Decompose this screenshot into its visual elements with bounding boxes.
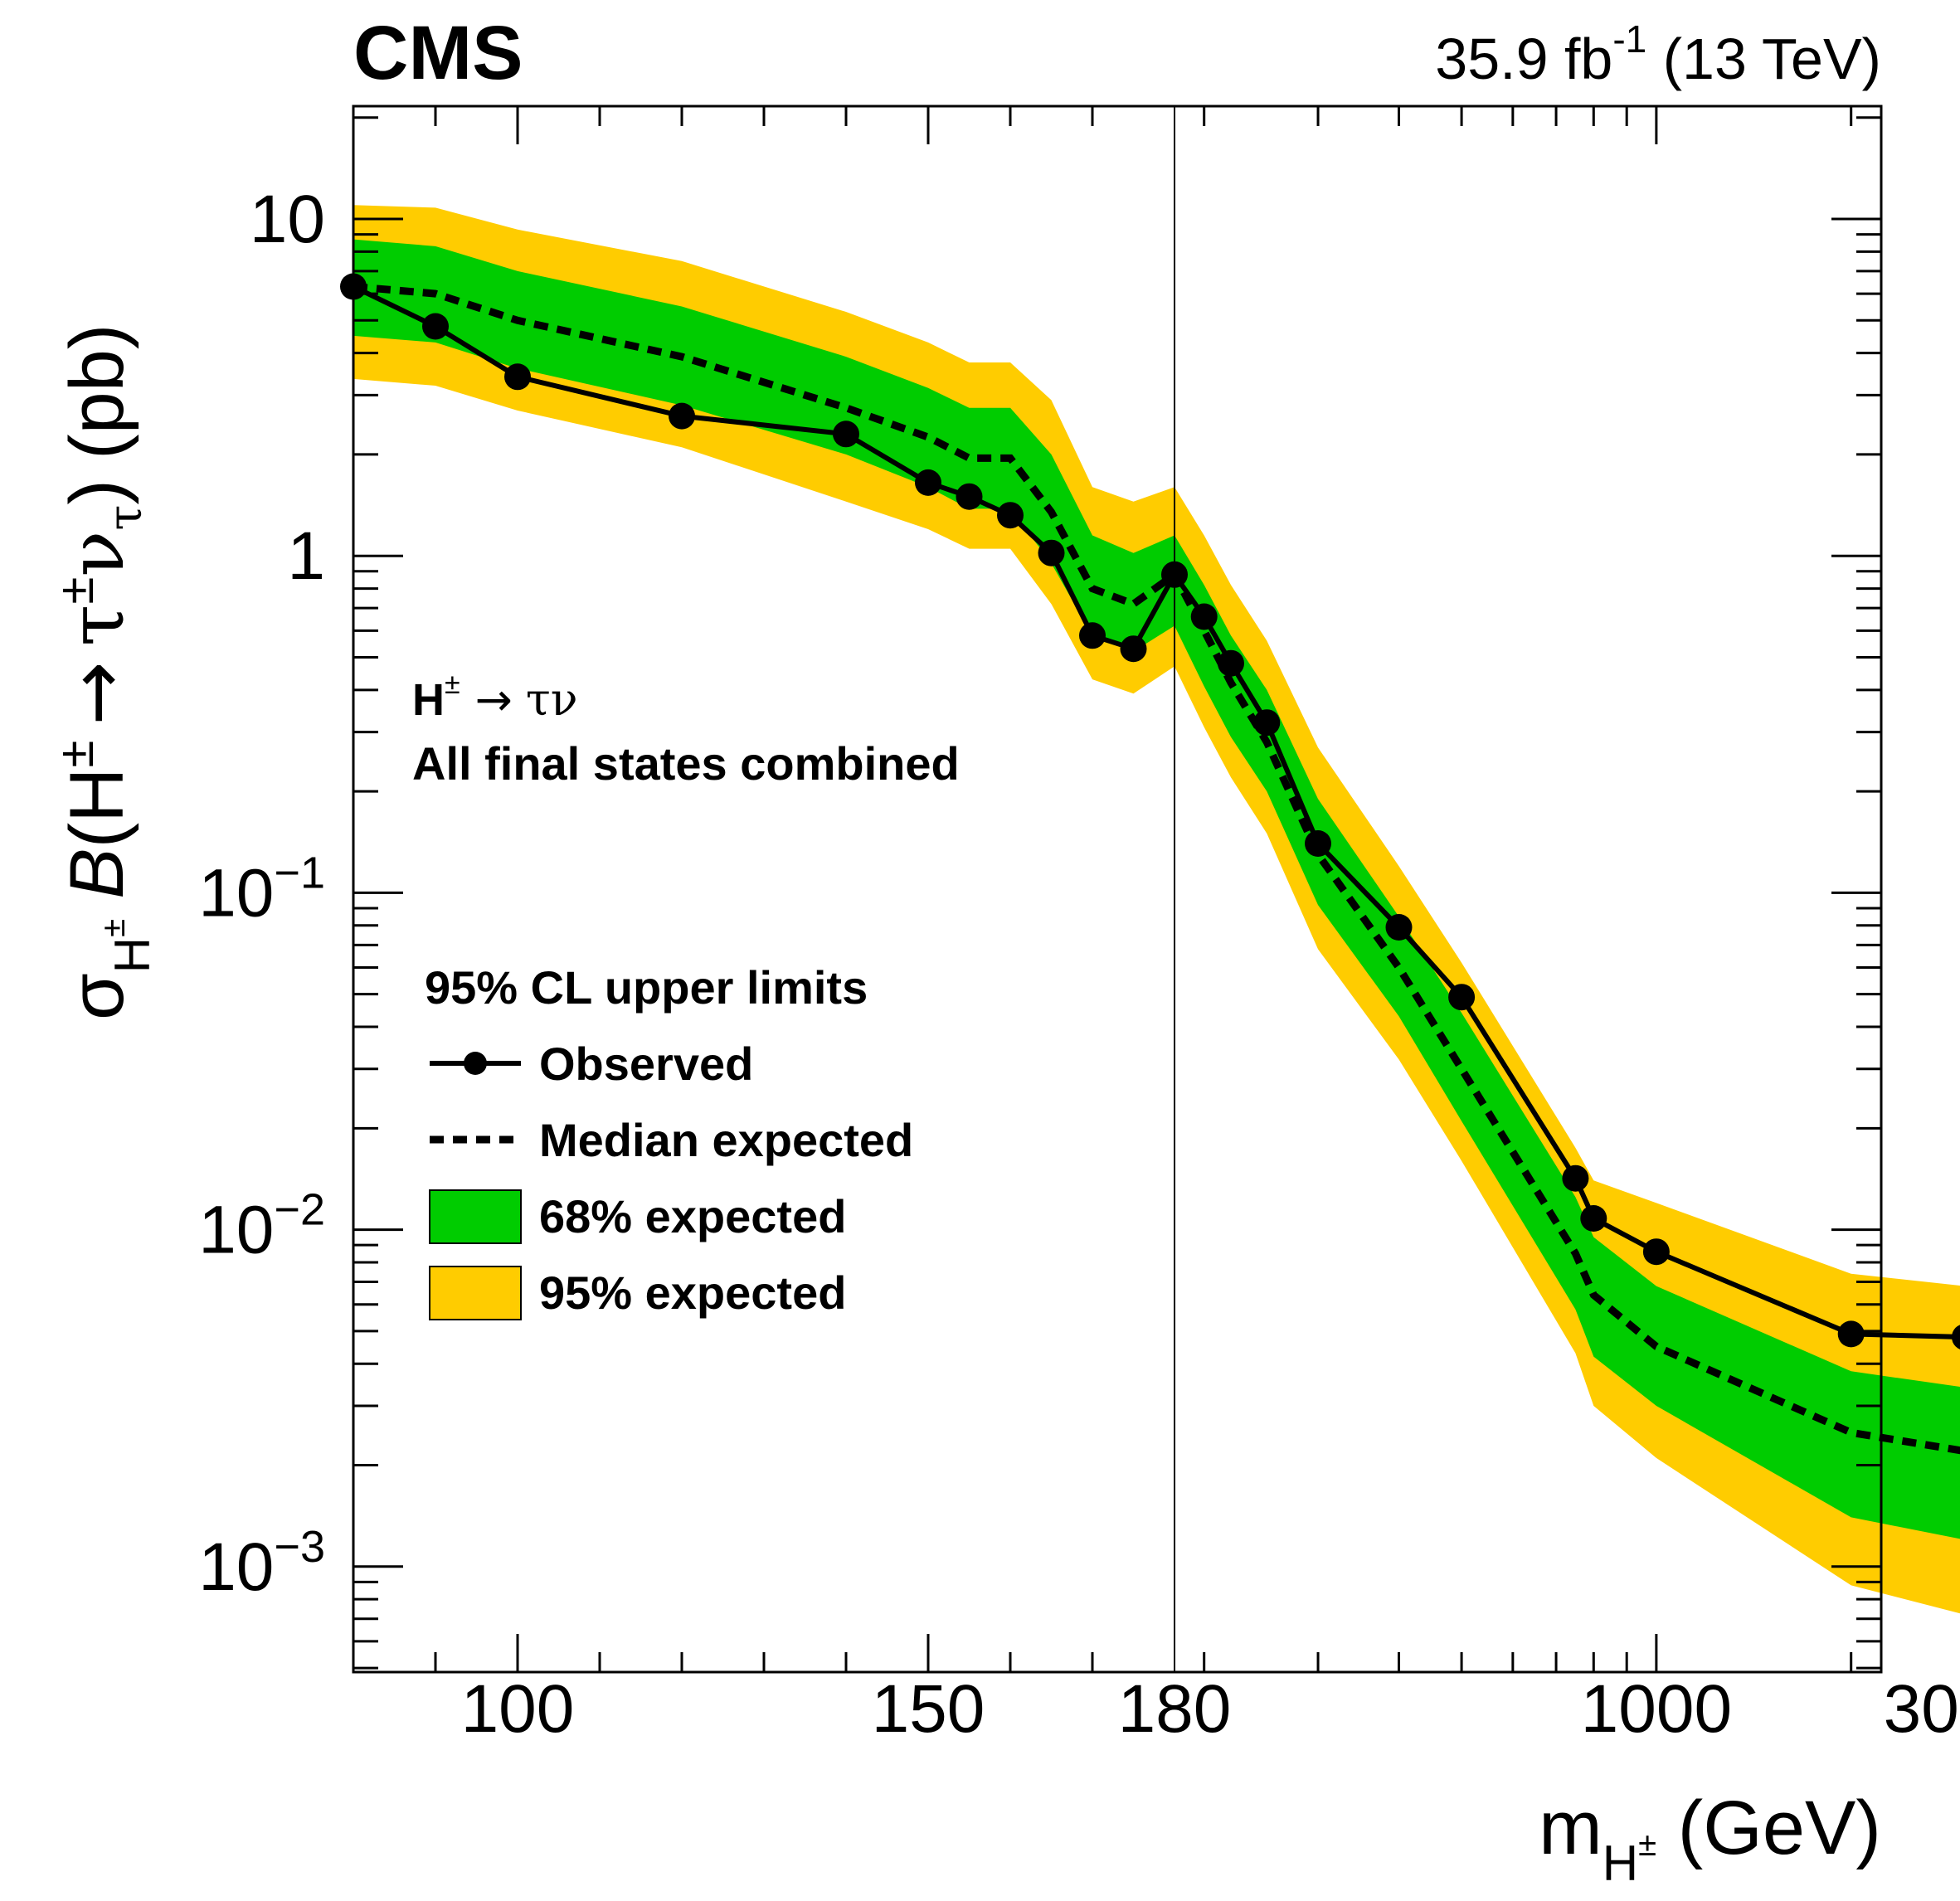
- observed-point: [1952, 1325, 1960, 1349]
- legend-observed-marker: [464, 1052, 487, 1075]
- x-tick-label: 100: [461, 1671, 575, 1747]
- observed-point: [1079, 622, 1106, 649]
- observed-point: [997, 502, 1024, 529]
- legend-median-label: Median expected: [539, 1114, 913, 1166]
- y-tick-label: 1: [287, 518, 325, 594]
- y-tick-label: 10−2: [198, 1185, 325, 1268]
- observed-point: [1305, 830, 1331, 857]
- axis-ticks: [353, 106, 1881, 1672]
- plot-frame: [352, 105, 1883, 1674]
- band-68-expected: [353, 239, 1960, 1539]
- y-tick-label: 10−3: [198, 1522, 325, 1605]
- final-states-label: All final states combined: [412, 737, 960, 790]
- observed-point: [1253, 709, 1281, 737]
- observed-point: [1161, 561, 1188, 588]
- observed-point: [422, 313, 449, 340]
- observed-point: [1837, 1320, 1865, 1348]
- observed-point: [915, 469, 941, 496]
- observed-point: [1642, 1238, 1670, 1266]
- x-tick-label: 150: [872, 1671, 985, 1747]
- observed-point: [1038, 539, 1065, 566]
- process-label: H± → τν: [412, 669, 578, 726]
- legend: 95% CL upper limits Observed Median expe…: [425, 961, 913, 1320]
- observed-line: [352, 284, 1960, 1339]
- x-tick-label: 3000: [1884, 1671, 1960, 1747]
- axis-tick-labels: 100 150 180 1000 3000 10 1 10−1 10−2 10−3: [198, 182, 1960, 1747]
- observed-points: [340, 273, 1960, 1349]
- observed-point: [833, 421, 859, 448]
- observed-point: [1562, 1164, 1589, 1192]
- observed-point: [504, 363, 531, 391]
- observed-point: [956, 483, 983, 510]
- x-tick-label: 180: [1118, 1671, 1232, 1747]
- legend-95-swatch: [429, 1266, 522, 1320]
- observed-point: [1385, 914, 1413, 941]
- observed-point: [1218, 649, 1244, 677]
- luminosity-label: 35.9 fb-1 (13 TeV): [1435, 17, 1881, 91]
- x-tick-label: 1000: [1581, 1671, 1732, 1747]
- experiment-label: CMS: [353, 11, 523, 95]
- observed-point: [669, 402, 695, 430]
- observed-point: [1580, 1205, 1607, 1232]
- y-axis-title: σH±B(H±→τ±ντ)(pb): [48, 323, 160, 1020]
- legend-95-label: 95% expected: [539, 1267, 846, 1319]
- y-tick-label: 10−1: [198, 848, 325, 931]
- observed-point: [1448, 984, 1476, 1011]
- legend-observed-label: Observed: [539, 1038, 753, 1090]
- legend-68-label: 68% expected: [539, 1190, 846, 1242]
- y-tick-label: 10: [250, 182, 325, 257]
- observed-point: [1120, 635, 1147, 663]
- plot-area: [340, 106, 1960, 1672]
- legend-title: 95% CL upper limits: [425, 961, 868, 1014]
- x-axis-title: mH± (GeV): [1539, 1786, 1881, 1891]
- legend-68-swatch: [429, 1189, 522, 1244]
- observed-point: [1190, 603, 1218, 630]
